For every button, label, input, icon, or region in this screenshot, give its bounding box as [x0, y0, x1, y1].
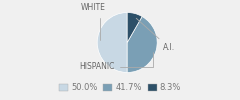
Legend: 50.0%, 41.7%, 8.3%: 50.0%, 41.7%, 8.3%	[56, 80, 184, 96]
Text: WHITE: WHITE	[81, 4, 106, 40]
Wedge shape	[127, 12, 142, 42]
Text: A.I.: A.I.	[136, 18, 175, 52]
Wedge shape	[127, 16, 157, 72]
Wedge shape	[97, 12, 127, 72]
Text: HISPANIC: HISPANIC	[79, 52, 153, 71]
